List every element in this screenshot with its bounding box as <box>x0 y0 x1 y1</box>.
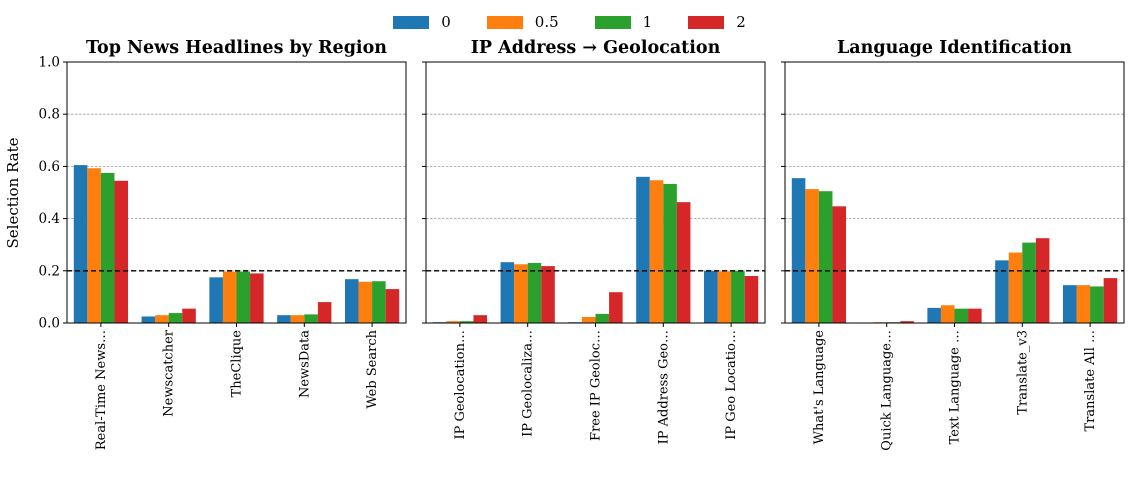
bar-p2-s3-c0 <box>473 315 488 323</box>
bar-p3-s0-c3 <box>995 260 1009 323</box>
x-tick-label-3-2: Quick Language… <box>880 330 895 451</box>
x-tick-label-2-4: IP Address Geo… <box>656 330 671 444</box>
y-tick-label-4: 0.6 <box>39 159 60 175</box>
bar-p1-s2-c3 <box>304 314 318 323</box>
bar-p1-s1-c0 <box>87 168 101 323</box>
legend-item-1: 0.5 <box>486 13 559 31</box>
bar-p2-s2-c4 <box>731 270 745 323</box>
x-tick-label-3-5: Translate All … <box>1083 330 1098 431</box>
y-tick-label-1: 0.0 <box>39 316 60 332</box>
bar-p3-s0-c4 <box>1062 285 1077 323</box>
bar-p1-s0-c0 <box>73 165 88 323</box>
bar-p2-s1-c1 <box>514 264 528 323</box>
panel-title-2: IP Address → Geolocation <box>471 38 721 58</box>
bar-p1-s0-c2 <box>209 277 223 323</box>
bar-p2-s2-c3 <box>663 183 677 323</box>
bar-p1-s3-c4 <box>385 289 400 323</box>
bar-p1-s1-c1 <box>155 315 169 323</box>
bar-p2-s1-c4 <box>717 271 732 323</box>
x-tick-label-3-4: Translate_v3 <box>1015 330 1030 415</box>
legend-label-3: 2 <box>736 13 746 31</box>
bar-p2-s0-c1 <box>500 262 515 323</box>
legend-item-2: 1 <box>594 13 653 31</box>
legend-swatch-3 <box>688 15 725 29</box>
x-tick-label-2-2: IP Geolocaliza… <box>521 330 536 437</box>
bar-p2-s3-c1 <box>541 266 555 323</box>
bar-p2-s3-c4 <box>744 276 759 323</box>
legend-swatch-1 <box>486 15 523 29</box>
legend-item-3: 2 <box>688 13 746 31</box>
legend-item-0: 0 <box>393 13 451 31</box>
x-tick-label-1-3: TheClique <box>230 330 245 398</box>
panel-3: Language Identification What's Language Qu… <box>781 38 1125 451</box>
x-tick-label-1-1: Real-Time News… <box>94 330 109 450</box>
bar-p2-s0-c4 <box>703 270 718 323</box>
panel-title-1: Top News Headlines by Region <box>86 38 387 58</box>
bar-p3-s2-c3 <box>1022 242 1036 323</box>
bar-p1-s3-c2 <box>250 273 264 323</box>
bar-p1-s3-c1 <box>182 308 196 323</box>
x-tick-label-3-1: What's Language <box>812 330 827 445</box>
bar-p3-s1-c4 <box>1076 285 1091 323</box>
y-tick-label-3: 0.4 <box>39 211 60 227</box>
bar-p3-s3-c4 <box>1103 278 1118 323</box>
bar-p1-s0-c3 <box>277 315 291 323</box>
bar-p2-s2-c2 <box>595 313 610 323</box>
x-tick-label-1-4: NewsData <box>297 330 312 398</box>
bar-p1-s2-c1 <box>168 313 183 323</box>
legend-swatch-2 <box>594 15 631 29</box>
bar-p1-s2-c0 <box>100 172 115 323</box>
legend-label-1: 0.5 <box>534 13 559 31</box>
bar-p3-s1-c0 <box>805 189 819 323</box>
y-tick-label-6: 1.0 <box>39 55 60 71</box>
bar-p3-s1-c2 <box>940 305 955 323</box>
legend-label-0: 0 <box>441 13 451 31</box>
panel-2: IP Address → Geolocation IP Geolocation… I… <box>422 38 766 444</box>
bar-p3-s2-c0 <box>818 191 833 323</box>
bar-p1-s3-c0 <box>114 180 129 323</box>
bar-p1-s2-c2 <box>236 271 251 323</box>
bar-p3-s3-c2 <box>968 308 982 323</box>
bar-p3-s0-c0 <box>791 178 806 323</box>
bar-p1-s0-c1 <box>141 316 156 323</box>
x-tick-label-2-3: Free IP Geoloc… <box>589 330 604 441</box>
bar-p1-s2-c4 <box>372 281 386 323</box>
legend: 0 0.5 1 2 <box>0 10 1139 34</box>
bar-p3-s2-c4 <box>1090 286 1104 323</box>
bar-p3-s3-c0 <box>832 206 847 323</box>
bar-p2-s0-c3 <box>636 176 650 323</box>
panel-1: Top News Headlines by Region Real-Time Ne… <box>39 38 407 450</box>
x-tick-label-2-5: IP Geo Locatio… <box>724 330 739 440</box>
bar-p3-s3-c3 <box>1035 238 1050 323</box>
x-tick-label-3-3: Text Language … <box>948 330 963 444</box>
bar-p1-s1-c2 <box>222 271 237 323</box>
bar-p2-s3-c3 <box>676 202 691 323</box>
bar-p2-s2-c0 <box>459 321 474 323</box>
bar-p2-s1-c2 <box>581 316 596 323</box>
bar-p1-s3-c3 <box>317 302 332 323</box>
x-tick-label-2-1: IP Geolocation… <box>453 330 468 440</box>
bar-p2-s1-c0 <box>446 321 460 323</box>
bar-p3-s2-c2 <box>954 308 969 323</box>
panel-title-3: Language Identification <box>837 38 1072 58</box>
bar-p3-s3-c1 <box>900 321 914 323</box>
y-tick-label-2: 0.2 <box>39 263 60 279</box>
bar-p2-s1-c3 <box>649 180 664 323</box>
bar-p1-s1-c3 <box>290 315 305 323</box>
bar-p3-s1-c3 <box>1008 252 1023 323</box>
bar-p3-s0-c2 <box>927 307 941 323</box>
legend-label-2: 1 <box>642 13 653 31</box>
legend-swatch-0 <box>393 15 430 29</box>
x-tick-label-1-2: Newscatcher <box>162 329 177 416</box>
bar-p1-s0-c4 <box>344 279 359 323</box>
x-tick-label-1-5: Web Search <box>365 329 380 408</box>
bar-p2-s2-c1 <box>527 262 542 323</box>
bar-p1-s1-c4 <box>358 281 373 323</box>
y-tick-label-5: 0.8 <box>39 107 60 123</box>
bar-p2-s3-c2 <box>609 292 623 323</box>
